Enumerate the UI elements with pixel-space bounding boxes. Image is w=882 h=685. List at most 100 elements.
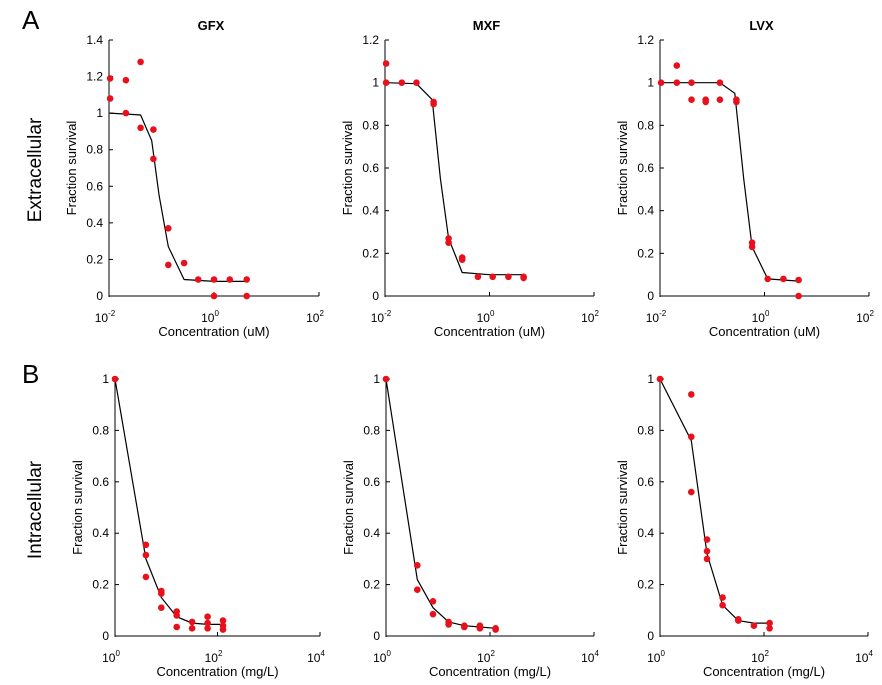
x-axis-label: Concentration (uM) <box>434 324 545 339</box>
data-point <box>173 623 180 631</box>
y-tick-label: 0.2 <box>86 252 103 266</box>
data-point <box>210 292 218 300</box>
fit-line <box>114 378 223 625</box>
fit-line <box>659 378 770 624</box>
plot-1: 0 0.2 0.4 0.6 0.8 1 1.2 1.4 10-2 100 102 GFX Concent… <box>64 18 324 339</box>
y-tick-label: 1 <box>373 372 380 386</box>
y-tick-label: 0.2 <box>363 578 380 592</box>
y-axis-label: Fraction survival <box>341 460 356 555</box>
data-point <box>461 623 468 631</box>
data-point <box>445 621 452 628</box>
y-tick-label: 1.2 <box>362 33 379 47</box>
data-point <box>243 292 250 300</box>
data-point <box>382 60 390 67</box>
x-tick-label: 100 <box>373 649 391 665</box>
fit-line <box>385 378 496 629</box>
x-axis-label: Concentration (uM) <box>158 324 269 339</box>
x-tick-label: 100 <box>647 649 665 665</box>
y-tick-label: 0 <box>647 289 654 303</box>
plot-title: LVX <box>749 18 774 33</box>
y-tick-label: 1 <box>96 106 103 120</box>
y-tick-label: 1.2 <box>86 70 103 84</box>
y-axis-label: Fraction survival <box>340 121 355 216</box>
x-tick-label: 100 <box>201 309 219 325</box>
data-point <box>474 273 482 281</box>
data-point <box>430 100 437 108</box>
data-point <box>173 612 180 619</box>
y-axis-label: Fraction survival <box>615 460 630 555</box>
row-label-extracellular: Extracellular <box>25 117 46 222</box>
data-point <box>492 626 499 633</box>
data-point <box>703 547 711 555</box>
data-point <box>158 590 165 597</box>
y-tick-label: 0.2 <box>637 246 654 260</box>
data-point <box>733 98 740 106</box>
data-point <box>137 58 144 66</box>
data-point <box>142 573 150 581</box>
data-point <box>688 96 695 103</box>
x-axis-label: Concentration (mg/L) <box>156 664 278 679</box>
y-tick-label: 0.6 <box>92 475 109 489</box>
y-axis-label: Fraction survival <box>615 121 630 216</box>
y-tick-label: 0 <box>647 629 654 643</box>
data-point <box>445 239 452 246</box>
data-point <box>716 96 724 103</box>
data-point <box>688 433 695 441</box>
data-point <box>188 625 196 632</box>
data-point <box>520 274 527 282</box>
data-point <box>398 79 406 86</box>
data-point <box>702 98 709 106</box>
data-point <box>688 79 695 86</box>
x-tick-label: 102 <box>205 649 223 665</box>
y-tick-label: 0.8 <box>362 118 379 132</box>
data-point <box>142 551 150 559</box>
y-tick-label: 1 <box>647 76 654 90</box>
y-tick-label: 0.8 <box>86 143 103 157</box>
data-point <box>795 292 802 300</box>
x-tick-label: 10-2 <box>371 309 392 325</box>
x-tick-label: 104 <box>855 649 873 665</box>
y-tick-label: 0.4 <box>363 526 380 540</box>
data-point <box>382 375 390 383</box>
x-tick-label: 100 <box>102 649 120 665</box>
y-tick-label: 0.6 <box>363 475 380 489</box>
y-tick-label: 0.8 <box>637 423 654 437</box>
data-point <box>476 625 484 632</box>
data-point <box>219 626 227 633</box>
data-point <box>150 155 157 163</box>
y-tick-label: 0.8 <box>637 118 654 132</box>
data-point <box>188 618 196 626</box>
data-point <box>735 617 742 624</box>
data-point <box>204 613 211 620</box>
data-point <box>243 276 250 283</box>
y-tick-label: 0.2 <box>92 578 109 592</box>
y-tick-label: 0.8 <box>363 423 380 437</box>
data-point <box>657 79 665 86</box>
data-point <box>688 391 695 398</box>
panel-letter-b: B <box>22 359 39 389</box>
y-tick-label: 0.4 <box>637 204 654 218</box>
x-tick-label: 100 <box>477 309 495 325</box>
plot-4: 0 0.2 0.4 0.6 0.8 1 100 102 104 Concentration (mg… <box>70 372 325 679</box>
data-point <box>673 79 681 86</box>
x-axis-label: Concentration (mg/L) <box>429 664 551 679</box>
data-point <box>780 275 787 283</box>
y-tick-label: 0.4 <box>92 526 109 540</box>
x-tick-label: 10-2 <box>95 309 116 325</box>
data-point <box>111 375 119 383</box>
data-point <box>716 79 724 86</box>
data-point <box>795 276 802 284</box>
data-point <box>703 555 711 563</box>
fit-line <box>110 112 247 282</box>
data-point <box>194 276 202 283</box>
data-point <box>210 276 218 283</box>
x-axis-label: Concentration (uM) <box>709 324 820 339</box>
data-point <box>158 604 165 611</box>
data-point <box>766 625 773 632</box>
data-point <box>505 273 512 281</box>
data-point <box>719 594 726 601</box>
data-point <box>106 75 114 82</box>
data-point <box>656 375 664 383</box>
data-point <box>413 79 420 86</box>
x-tick-label: 104 <box>581 649 599 665</box>
